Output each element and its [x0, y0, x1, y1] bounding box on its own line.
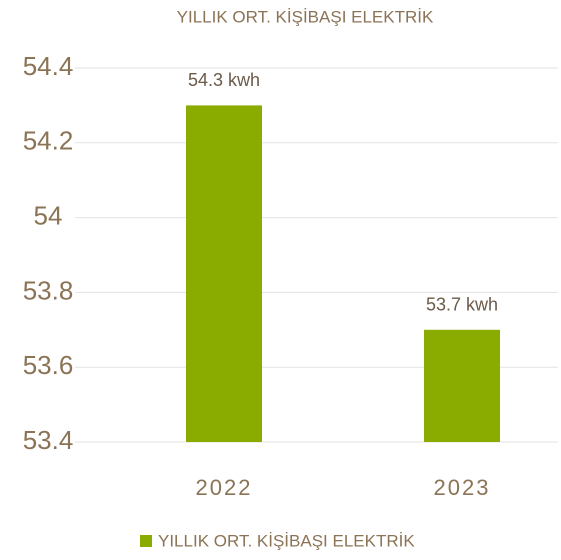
bar [186, 105, 262, 443]
y-tick-label: 54.4 [23, 51, 74, 81]
value-label: 54.3 kwh [188, 70, 260, 90]
x-tick-label: 2022 [196, 475, 253, 500]
legend-swatch [140, 535, 152, 547]
y-tick-label: 53.4 [23, 425, 74, 455]
x-tick-label: 2023 [434, 475, 491, 500]
y-tick-label: 54.2 [23, 126, 74, 156]
legend-label: YILLIK ORT. KİŞİBAŞI ELEKTRİK [158, 531, 415, 550]
y-tick-label: 53.6 [23, 350, 74, 380]
chart-title: YILLIK ORT. KİŞİBAŞI ELEKTRİK [177, 7, 434, 26]
bar [424, 329, 500, 442]
y-tick-label: 53.8 [23, 275, 74, 305]
y-tick-label: 54 [34, 200, 63, 230]
value-label: 53.7 kwh [426, 295, 498, 315]
